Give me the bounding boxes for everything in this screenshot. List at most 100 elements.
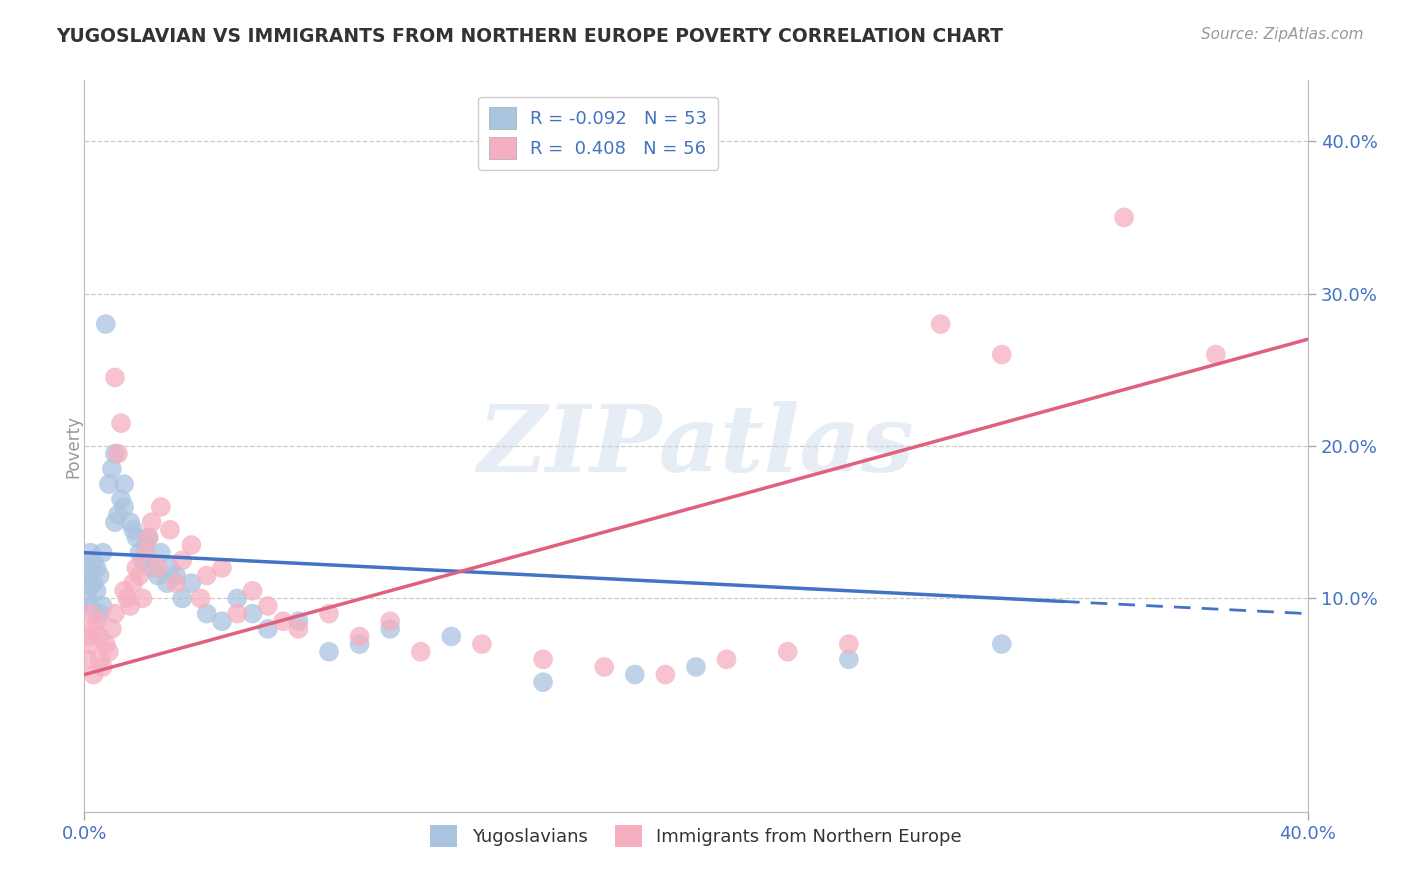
Point [211, 561, 233, 575]
Point [128, 546, 150, 560]
Point [120, 599, 142, 613]
Point [380, 614, 402, 628]
Point [79, 599, 101, 613]
Point [91, 660, 114, 674]
Point [146, 568, 169, 582]
Point [83, 667, 105, 681]
Point [94, 637, 117, 651]
Point [165, 576, 187, 591]
Point [159, 561, 181, 575]
Point [471, 637, 494, 651]
Point [159, 523, 181, 537]
Point [685, 660, 707, 674]
Point [110, 492, 132, 507]
Point [226, 591, 249, 606]
Point [257, 599, 280, 613]
Point [349, 637, 371, 651]
Point [716, 652, 738, 666]
Point [440, 630, 463, 644]
Legend: Yugoslavians, Immigrants from Northern Europe: Yugoslavians, Immigrants from Northern E… [423, 817, 969, 854]
Point [991, 347, 1014, 362]
Point [776, 645, 799, 659]
Text: YUGOSLAVIAN VS IMMIGRANTS FROM NORTHERN EUROPE POVERTY CORRELATION CHART: YUGOSLAVIAN VS IMMIGRANTS FROM NORTHERN … [56, 27, 1004, 45]
Point [76, 568, 98, 582]
Point [146, 561, 169, 575]
Point [242, 583, 264, 598]
Point [110, 416, 132, 430]
Point [624, 667, 647, 681]
Point [409, 645, 432, 659]
Point [1205, 347, 1227, 362]
Point [91, 546, 114, 560]
Point [318, 645, 340, 659]
Point [271, 614, 294, 628]
Point [104, 370, 127, 384]
Point [531, 652, 554, 666]
Point [97, 477, 120, 491]
Point [195, 568, 218, 582]
Point [257, 622, 280, 636]
Point [242, 607, 264, 621]
Point [101, 462, 124, 476]
Point [138, 530, 160, 544]
Point [135, 538, 157, 552]
Point [149, 500, 172, 514]
Point [107, 508, 129, 522]
Point [94, 317, 117, 331]
Point [180, 538, 202, 552]
Text: Source: ZipAtlas.com: Source: ZipAtlas.com [1201, 27, 1364, 42]
Point [287, 614, 309, 628]
Point [172, 553, 194, 567]
Point [929, 317, 952, 331]
Point [115, 591, 138, 606]
Point [838, 652, 860, 666]
Point [86, 561, 108, 575]
Point [76, 561, 98, 575]
Point [104, 447, 127, 461]
Point [195, 607, 218, 621]
Point [380, 622, 402, 636]
Y-axis label: Poverty: Poverty [65, 415, 82, 477]
Point [125, 530, 148, 544]
Point [141, 515, 163, 529]
Point [104, 607, 127, 621]
Point [287, 622, 309, 636]
Point [149, 546, 172, 560]
Point [89, 568, 111, 582]
Point [190, 591, 212, 606]
Point [318, 607, 340, 621]
Point [165, 568, 187, 582]
Point [122, 523, 145, 537]
Point [79, 607, 101, 621]
Point [86, 614, 108, 628]
Point [349, 630, 371, 644]
Point [593, 660, 616, 674]
Point [991, 637, 1014, 651]
Point [76, 652, 98, 666]
Point [135, 546, 157, 560]
Point [83, 576, 105, 591]
Point [128, 568, 150, 582]
Point [654, 667, 676, 681]
Point [531, 675, 554, 690]
Point [131, 591, 153, 606]
Point [83, 553, 105, 567]
Point [107, 447, 129, 461]
Point [226, 607, 249, 621]
Point [104, 515, 127, 529]
Point [76, 630, 98, 644]
Point [120, 515, 142, 529]
Point [131, 553, 153, 567]
Point [180, 576, 202, 591]
Point [125, 561, 148, 575]
Point [138, 530, 160, 544]
Text: ZIPatlas: ZIPatlas [478, 401, 914, 491]
Point [86, 583, 108, 598]
Point [122, 576, 145, 591]
Point [172, 591, 194, 606]
Point [89, 630, 111, 644]
Point [211, 614, 233, 628]
Point [83, 622, 105, 636]
Point [79, 579, 101, 593]
Point [76, 591, 98, 606]
